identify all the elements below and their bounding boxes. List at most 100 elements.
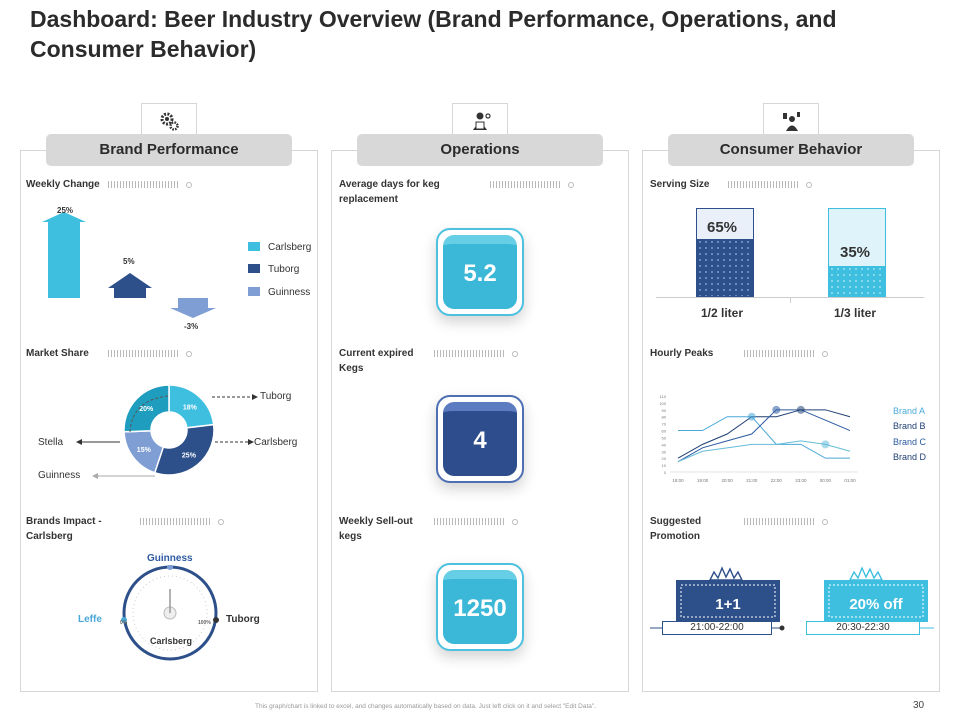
hourly-peaks-label: Hourly Peaks — [650, 348, 714, 359]
market-share-stella: Stella — [38, 437, 64, 448]
worker-tab — [452, 103, 508, 137]
brands-impact-label: Brands Impact - Carlsberg — [26, 516, 102, 542]
hourly-y-tick: 10 — [662, 463, 667, 468]
tuborg-arrow — [108, 273, 152, 298]
impact-center-label: Carlsberg — [150, 636, 193, 646]
promotion-time-2: 20:30-22:30 — [806, 621, 920, 635]
sellout-card: 1250 — [436, 563, 524, 651]
weekly-change-label: Weekly Change — [26, 179, 100, 190]
hourly-peak-marker — [747, 412, 756, 421]
gauge-max: 100% — [198, 620, 211, 626]
promotion-graphics — [650, 566, 934, 631]
donut-label-stella: 20% — [139, 406, 154, 413]
guinness-arrow — [170, 298, 216, 318]
market-share-label: Market Share — [26, 348, 89, 359]
header-operations: Operations — [357, 134, 603, 166]
weekly-change-chart — [42, 212, 216, 318]
worker-icon — [473, 112, 491, 130]
market-share-donut: 18% 25% 15% 20% — [123, 384, 215, 476]
legend-carlsberg: Carlsberg — [248, 242, 311, 253]
serving-tick — [790, 297, 791, 303]
keg-replacement-label: Average days for keg replacement — [339, 179, 440, 205]
hourly-y-tick: 20 — [662, 456, 667, 461]
page-title: Dashboard: Beer Industry Overview (Brand… — [30, 6, 837, 62]
impact-right-label: Tuborg — [226, 614, 260, 625]
market-share-tuborg: Tuborg — [260, 391, 292, 402]
donut-slice-carlsberg — [153, 423, 215, 476]
hourly-peak-marker — [772, 405, 781, 414]
hourly-y-tick: 30 — [662, 449, 667, 454]
hourly-peak-marker — [821, 440, 830, 449]
hourly-y-tick: 40 — [662, 442, 667, 447]
sellout-label: Weekly Sell-out kegs — [339, 516, 413, 542]
suggested-promotion-label: Suggested Promotion — [650, 516, 702, 542]
hourly-line-brand-b — [677, 409, 851, 459]
consumer-icon — [783, 112, 800, 131]
gears-tab — [141, 103, 197, 137]
expired-kegs-value: 4 — [443, 402, 517, 476]
page-number: 30 — [913, 700, 925, 711]
serving-half-liter-name: 1/2 liter — [701, 306, 744, 320]
market-share-carlsberg: Carlsberg — [254, 437, 298, 448]
header-brand-performance: Brand Performance — [46, 134, 292, 166]
hourly-legend-brand-d: Brand D — [893, 452, 927, 462]
hourly-y-tick: 90 — [662, 408, 667, 413]
market-share-arrows — [76, 394, 258, 479]
serving-bar-third-liter — [828, 208, 886, 297]
gauge-min: 0% — [120, 620, 128, 626]
hourly-legend-brand-b: Brand B — [893, 421, 926, 431]
tuborg-change-value: 5% — [123, 257, 135, 266]
keg-replacement-card: 5.2 — [436, 228, 524, 316]
hourly-legend-brand-a: Brand A — [893, 406, 926, 416]
serving-third-liter-pct: 35% — [840, 244, 871, 261]
guinness-change-value: -3% — [184, 322, 199, 331]
expired-kegs-label: Current expired Kegs — [339, 348, 414, 374]
hourly-x-tick: 21:00 — [746, 478, 758, 483]
gears-icon — [160, 112, 179, 131]
hourly-line-brand-a — [678, 416, 850, 459]
consumer-tab — [763, 103, 819, 137]
hourly-y-tick: 50 — [662, 435, 667, 440]
hourly-legend-brand-c: Brand C — [893, 437, 927, 447]
legend-guinness: Guinness — [248, 287, 310, 298]
donut-label-tuborg: 18% — [183, 404, 198, 411]
hourly-x-tick: 19:00 — [697, 478, 709, 483]
hourly-peak-marker — [796, 405, 805, 414]
brand-impact-gauge — [121, 565, 219, 661]
promotion-offer-1: 1+1 — [715, 596, 741, 613]
promotion-offer-2: 20% off — [849, 596, 903, 613]
sellout-value: 1250 — [443, 570, 517, 644]
hourly-x-tick: 00:00 — [820, 478, 832, 483]
hourly-x-tick: 22:00 — [771, 478, 783, 483]
hourly-line-brand-c — [677, 409, 851, 463]
hourly-x-tick: 18:00 — [672, 478, 684, 483]
header-consumer-behavior: Consumer Behavior — [668, 134, 914, 166]
hourly-y-tick: 80 — [662, 415, 667, 420]
keg-replacement-value: 5.2 — [443, 235, 517, 309]
hourly-x-tick: 23:00 — [795, 478, 807, 483]
expired-kegs-card: 4 — [436, 395, 524, 483]
hourly-line-brand-d — [677, 440, 851, 463]
impact-top-label: Guinness — [147, 553, 193, 564]
carlsberg-change-value: 25% — [57, 206, 74, 215]
serving-bar-half-liter-fill — [697, 239, 753, 296]
hourly-y-tick: 110 — [660, 394, 667, 399]
serving-half-liter-pct: 65% — [707, 219, 738, 236]
hourly-y-tick: 100 — [659, 401, 666, 406]
hourly-x-tick: 01:00 — [844, 478, 856, 483]
legend-tuborg: Tuborg — [248, 264, 299, 275]
hourly-x-tick: 20:00 — [722, 478, 734, 483]
carlsberg-arrow — [42, 212, 86, 298]
market-share-guinness: Guinness — [38, 470, 81, 481]
donut-label-guinness: 15% — [137, 447, 152, 454]
footnote: This graph/chart is linked to excel, and… — [255, 703, 596, 710]
hourly-y-tick: 60 — [662, 429, 667, 434]
promotion-time-1: 21:00-22:00 — [662, 621, 772, 635]
hourly-y-tick: 70 — [662, 422, 667, 427]
donut-slice-stella — [123, 384, 170, 433]
serving-third-liter-name: 1/3 liter — [834, 306, 877, 320]
serving-bar-third-liter-fill — [829, 265, 885, 296]
serving-bar-half-liter — [696, 208, 754, 297]
impact-left-label: Leffe — [78, 614, 102, 625]
